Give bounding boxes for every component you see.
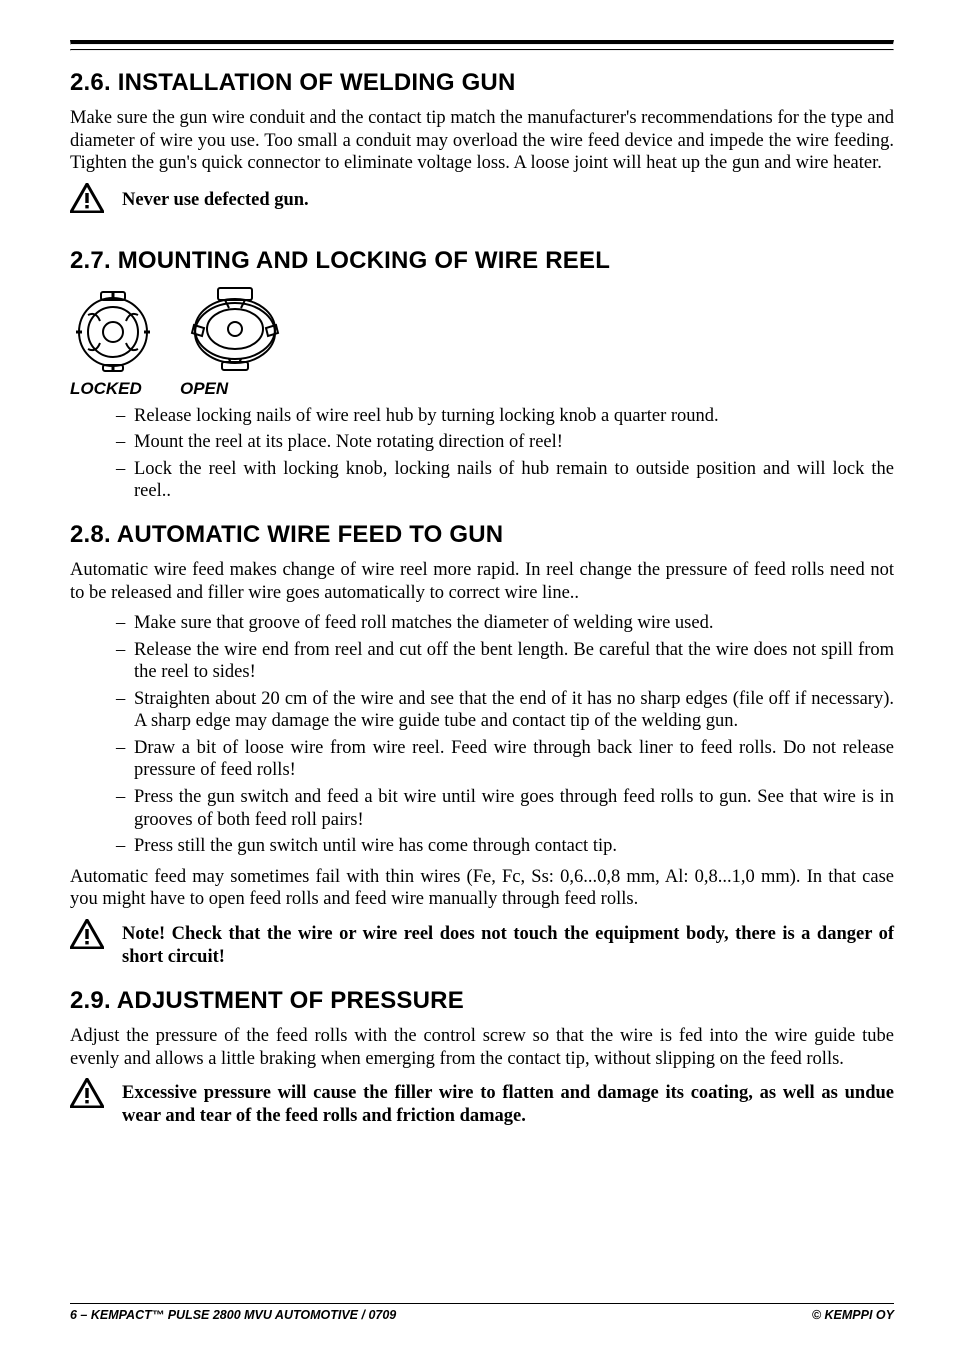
list-item: Release locking nails of wire reel hub b… bbox=[116, 405, 894, 428]
label-open: OPEN bbox=[180, 379, 290, 399]
warning-icon bbox=[70, 1078, 104, 1108]
list-item: Release the wire end from reel and cut o… bbox=[116, 639, 894, 684]
list-item: Mount the reel at its place. Note rotati… bbox=[116, 431, 894, 454]
list-item: Draw a bit of loose wire from wire reel.… bbox=[116, 737, 894, 782]
list-item: Lock the reel with locking knob, locking… bbox=[116, 458, 894, 503]
reel-icon-labels: LOCKED OPEN bbox=[70, 379, 894, 399]
heading-2-7: 2.7. MOUNTING AND LOCKING OF WIRE REEL bbox=[70, 247, 894, 275]
warning-2-6: Never use defected gun. bbox=[70, 183, 894, 213]
list-2-7: Release locking nails of wire reel hub b… bbox=[70, 405, 894, 503]
list-item: Straighten about 20 cm of the wire and s… bbox=[116, 688, 894, 733]
header-rules bbox=[70, 40, 894, 51]
label-locked: LOCKED bbox=[70, 379, 156, 399]
warning-text-2-6: Never use defected gun. bbox=[122, 183, 894, 212]
list-item: Make sure that groove of feed roll match… bbox=[116, 612, 894, 635]
warning-2-9: Excessive pressure will cause the filler… bbox=[70, 1078, 894, 1128]
reel-icons bbox=[70, 285, 894, 375]
list-2-8: Make sure that groove of feed roll match… bbox=[70, 612, 894, 858]
para-2-8-b: Automatic feed may sometimes fail with t… bbox=[70, 866, 894, 911]
heading-2-9: 2.9. ADJUSTMENT OF PRESSURE bbox=[70, 987, 894, 1015]
page-footer: 6 – KEMPACT™ PULSE 2800 MVU AUTOMOTIVE /… bbox=[70, 1303, 894, 1322]
footer-left: 6 – KEMPACT™ PULSE 2800 MVU AUTOMOTIVE /… bbox=[70, 1308, 396, 1322]
warning-text-2-8: Note! Check that the wire or wire reel d… bbox=[122, 919, 894, 969]
reel-locked-icon bbox=[70, 289, 156, 375]
list-item: Press still the gun switch until wire ha… bbox=[116, 835, 894, 858]
footer-right: © KEMPPI OY bbox=[812, 1308, 894, 1322]
reel-open-icon bbox=[180, 285, 290, 375]
heading-2-6: 2.6. INSTALLATION OF WELDING GUN bbox=[70, 69, 894, 97]
para-2-6: Make sure the gun wire conduit and the c… bbox=[70, 107, 894, 175]
warning-2-8: Note! Check that the wire or wire reel d… bbox=[70, 919, 894, 969]
warning-icon bbox=[70, 183, 104, 213]
para-2-9: Adjust the pressure of the feed rolls wi… bbox=[70, 1025, 894, 1070]
heading-2-8: 2.8. AUTOMATIC WIRE FEED TO GUN bbox=[70, 521, 894, 549]
list-item: Press the gun switch and feed a bit wire… bbox=[116, 786, 894, 831]
warning-icon bbox=[70, 919, 104, 949]
warning-text-2-9: Excessive pressure will cause the filler… bbox=[122, 1078, 894, 1128]
para-2-8-a: Automatic wire feed makes change of wire… bbox=[70, 559, 894, 604]
